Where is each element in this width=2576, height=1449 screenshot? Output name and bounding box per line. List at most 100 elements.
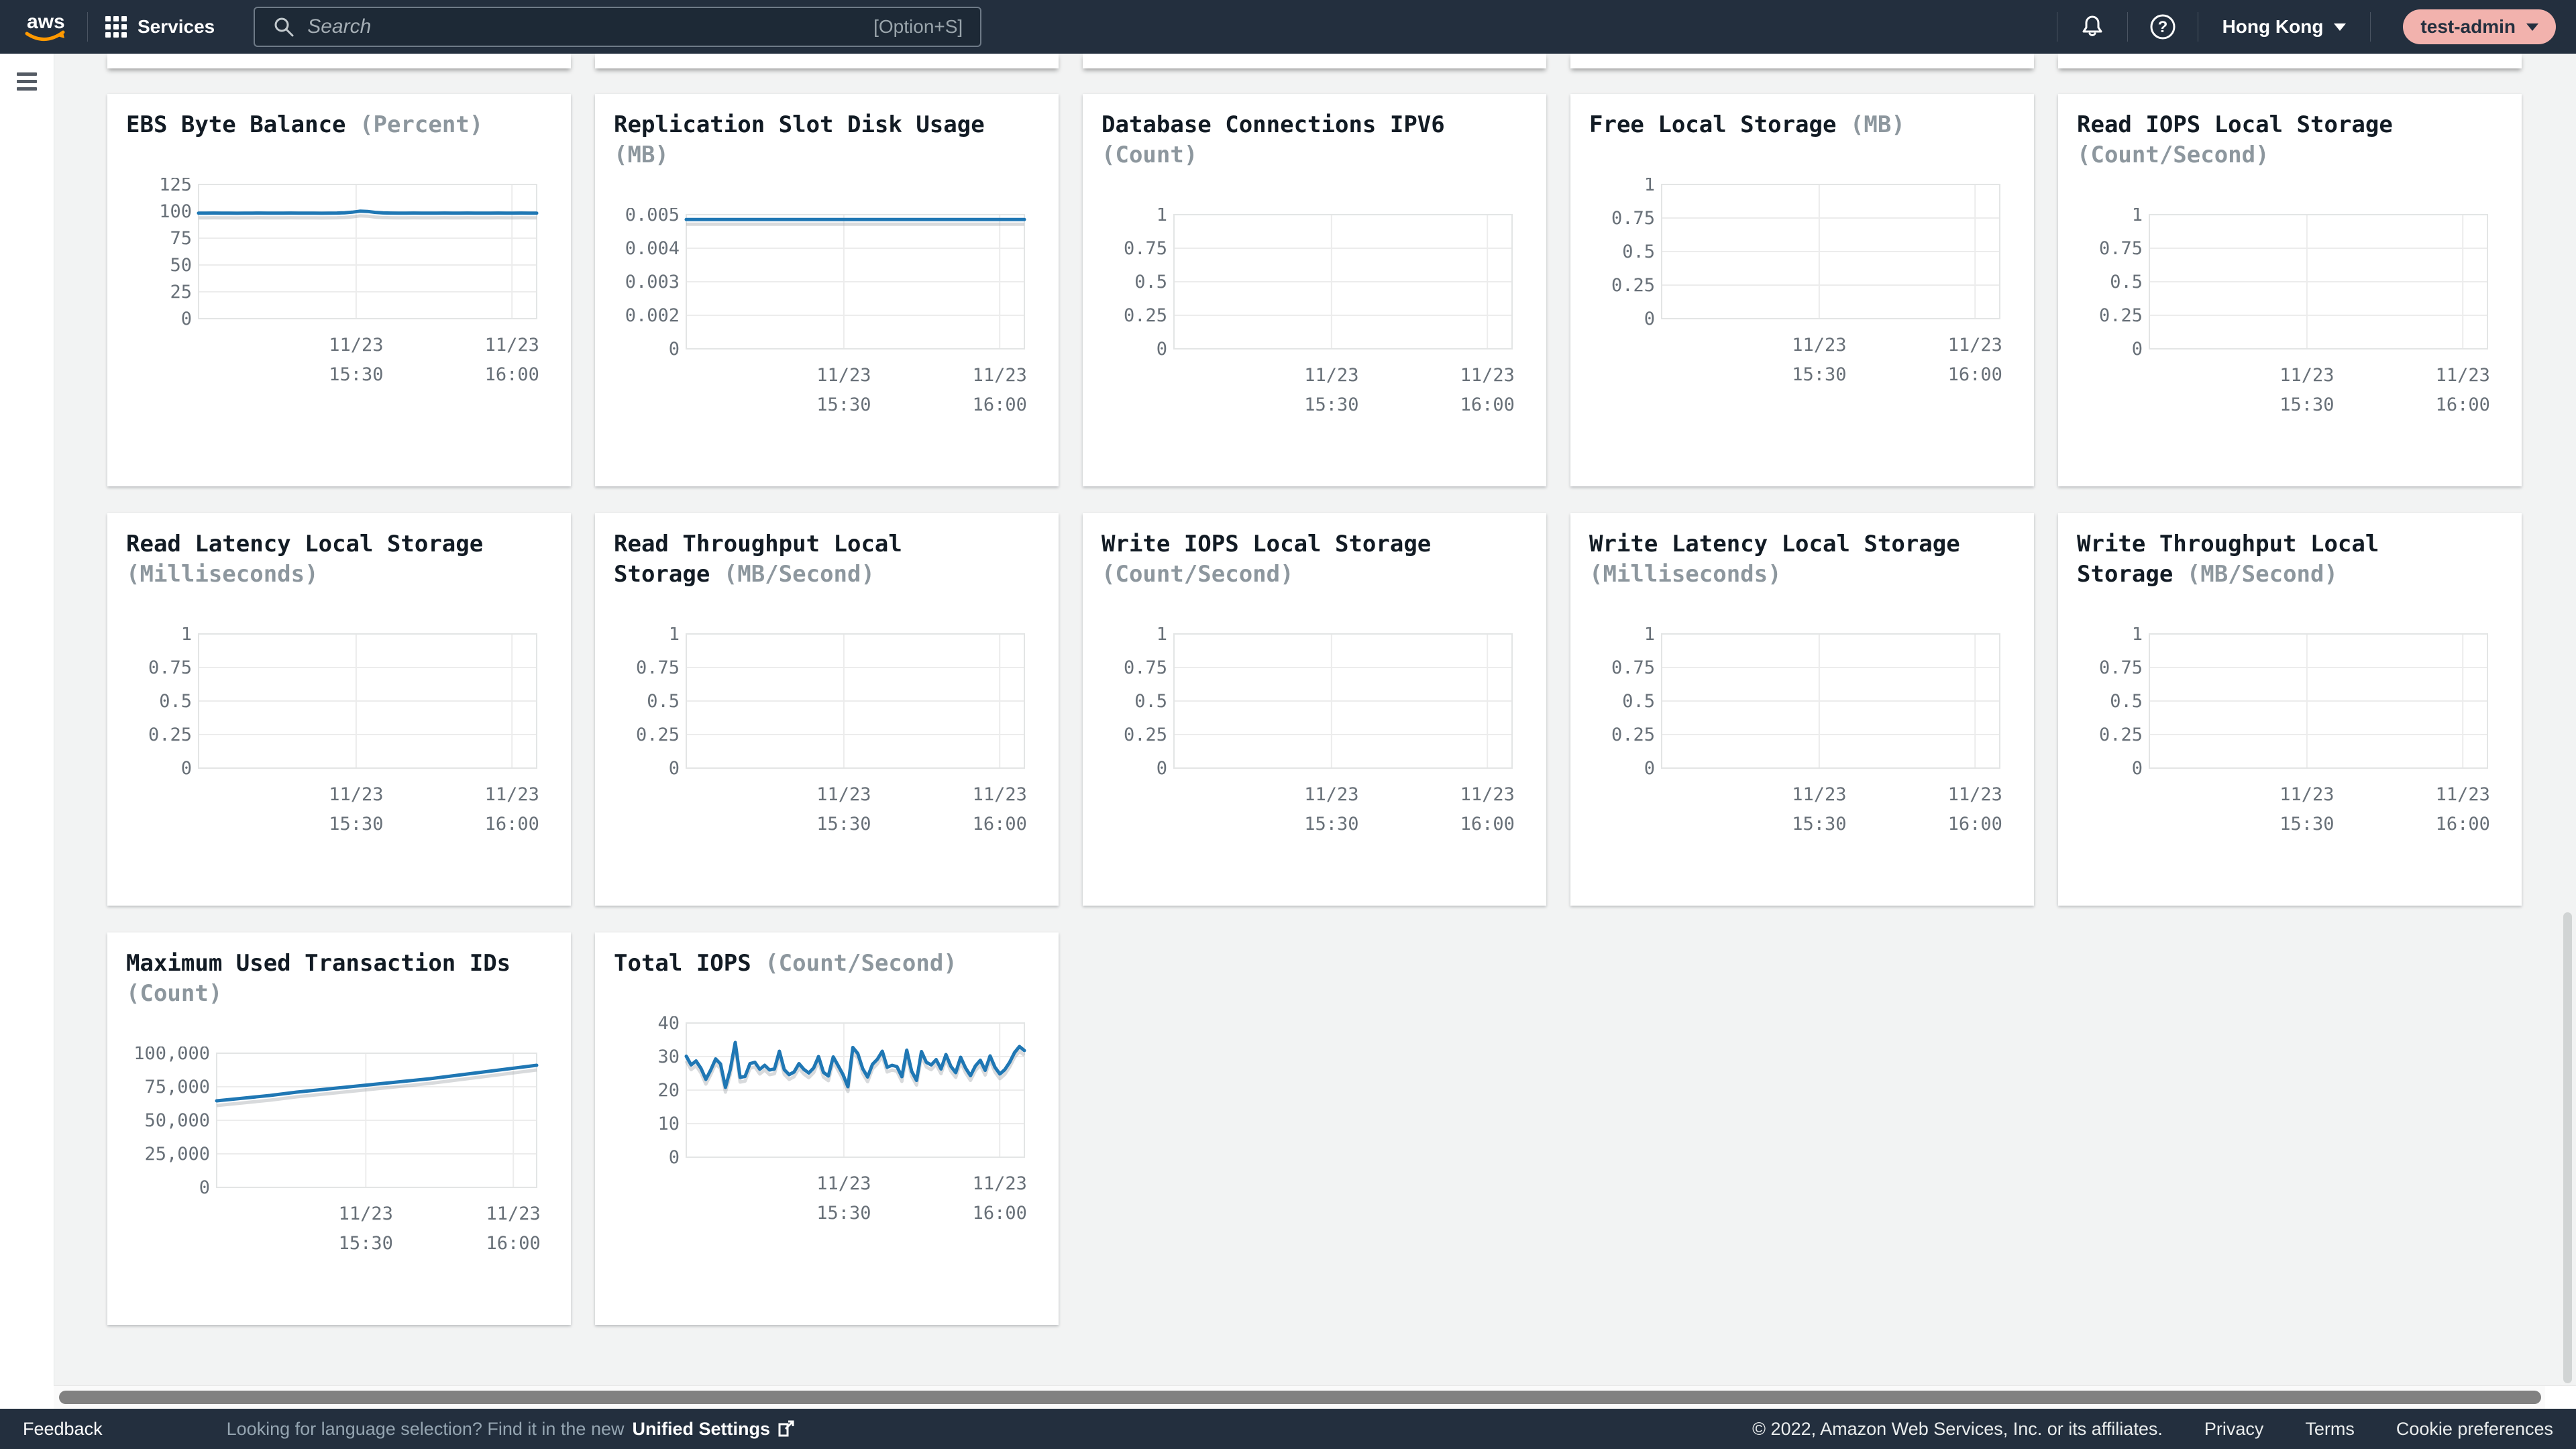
help-button[interactable]: ? (2145, 9, 2180, 44)
svg-text:25,000: 25,000 (144, 1144, 210, 1165)
metric-line-chart: 1 0.75 0.5 0.25 0 11/23 15:30 11/23 16:00 (2099, 208, 2490, 415)
chevron-down-icon (2334, 23, 2347, 31)
svg-text:11/23: 11/23 (1460, 365, 1515, 386)
region-selector[interactable]: Hong Kong (2222, 16, 2347, 38)
metric-chart-card[interactable]: Write IOPS Local Storage (Count/Second) … (1083, 513, 1546, 906)
svg-text:11/23: 11/23 (2436, 784, 2490, 805)
svg-text:11/23: 11/23 (1792, 784, 1846, 805)
open-menu-button[interactable] (17, 72, 37, 95)
chart-title: Read Latency Local Storage (Milliseconds… (126, 529, 515, 590)
aws-console-header: aws Services Search [Option+S] ? (0, 0, 2576, 54)
svg-text:11/23: 11/23 (1304, 365, 1358, 386)
chart-unit-text: (MB/Second) (2186, 561, 2338, 588)
aws-logo[interactable]: aws (23, 9, 70, 44)
svg-text:11/23: 11/23 (816, 365, 871, 386)
chart-title-text: EBS Byte Balance (126, 111, 346, 138)
metric-chart-card[interactable]: Write Latency Local Storage (Millisecond… (1570, 513, 2034, 906)
chart-unit-text: (Percent) (360, 111, 484, 138)
chart-title-text: Total IOPS (614, 950, 751, 977)
svg-text:11/23: 11/23 (2279, 365, 2334, 386)
metric-line-chart: 1 0.75 0.5 0.25 0 11/23 15:30 11/23 16:00 (148, 627, 539, 835)
svg-text:0.5: 0.5 (2110, 691, 2143, 712)
notifications-bell-button[interactable] (2075, 9, 2110, 44)
header-divider (87, 12, 88, 42)
chart-unit-text: (Count) (126, 980, 223, 1007)
chart-title: Free Local Storage (MB) (1589, 110, 1978, 140)
svg-text:1: 1 (1157, 208, 1167, 225)
svg-text:aws: aws (27, 11, 65, 33)
svg-text:1: 1 (1644, 178, 1655, 195)
chart-unit-text: (MB) (614, 142, 669, 168)
svg-text:0.25: 0.25 (1124, 305, 1167, 326)
chart-title: Maximum Used Transaction IDs (Count) (126, 949, 515, 1009)
services-menu-button[interactable]: Services (138, 16, 215, 37)
language-selection-notice: Looking for language selection? Find it … (226, 1418, 625, 1439)
svg-text:0: 0 (1644, 309, 1655, 329)
cookie-preferences-link[interactable]: Cookie preferences (2396, 1418, 2553, 1439)
svg-text:0.75: 0.75 (1611, 208, 1655, 229)
metric-chart-card[interactable]: Total IOPS (Count/Second) 40 30 20 10 0 11/23… (595, 932, 1059, 1325)
chart-title: Write Latency Local Storage (Millisecond… (1589, 529, 1978, 590)
chart-title: Total IOPS (Count/Second) (614, 949, 1003, 979)
metric-chart-card[interactable]: Read Throughput Local Storage (MB/Second… (595, 513, 1059, 906)
privacy-link[interactable]: Privacy (2204, 1418, 2264, 1439)
horizontal-scrollbar-track[interactable] (54, 1385, 2576, 1409)
svg-text:75,000: 75,000 (144, 1077, 210, 1097)
metric-line-chart: 125 100 75 50 25 0 11/23 15:30 11/23 16:00 (159, 178, 539, 385)
svg-text:100: 100 (159, 201, 192, 222)
metric-chart-card[interactable]: EBS Byte Balance (Percent) 125 100 75 50 25 0… (107, 94, 571, 486)
search-placeholder: Search (307, 15, 372, 38)
svg-text:1: 1 (2132, 208, 2143, 225)
metric-chart-card[interactable]: Read Latency Local Storage (Milliseconds… (107, 513, 571, 906)
chart-unit-text: (Milliseconds) (1589, 561, 1782, 588)
console-footer: Feedback Looking for language selection?… (0, 1409, 2576, 1449)
metric-chart-card[interactable]: Read IOPS Local Storage (Count/Second) 1… (2058, 94, 2522, 486)
metric-chart-card[interactable]: Database Connections IPV6 (Count) 1 0.75 0… (1083, 94, 1546, 486)
svg-text:16:00: 16:00 (1460, 394, 1515, 415)
svg-text:1: 1 (1157, 627, 1167, 645)
svg-text:0: 0 (1157, 339, 1167, 360)
metric-chart-card[interactable]: Free Local Storage (MB) 1 0.75 0.5 0.25 0 11/… (1570, 94, 2034, 486)
chart-card-partial (1570, 54, 2034, 68)
svg-text:0.75: 0.75 (1124, 657, 1167, 678)
services-grid-icon[interactable] (105, 16, 127, 38)
chart-card-partial (595, 54, 1059, 68)
svg-text:1: 1 (2132, 627, 2143, 645)
chart-title: Read Throughput Local Storage (MB/Second… (614, 529, 1003, 590)
metrics-card-grid: EBS Byte Balance (Percent) 125 100 75 50 25 0… (107, 94, 2522, 1325)
search-icon (274, 17, 294, 37)
unified-settings-link[interactable]: Unified Settings (632, 1419, 796, 1440)
metric-chart-card[interactable]: Write Throughput Local Storage (MB/Secon… (2058, 513, 2522, 906)
svg-text:11/23: 11/23 (339, 1203, 393, 1224)
chart-title-text: Database Connections IPV6 (1102, 111, 1445, 138)
svg-text:?: ? (2157, 18, 2167, 36)
svg-text:0.004: 0.004 (625, 238, 680, 259)
chart-unit-text: (Count/Second) (1102, 561, 1294, 588)
svg-text:15:30: 15:30 (329, 364, 383, 385)
metric-line-chart: 100,000 75,000 50,000 25,000 0 11/23 15:30 11/2… (133, 1046, 541, 1254)
vertical-scrollbar-thumb[interactable] (2563, 912, 2572, 1383)
chart-title-text: Write Latency Local Storage (1589, 531, 1960, 557)
header-divider (2370, 12, 2371, 42)
metric-chart-card[interactable]: Replication Slot Disk Usage (MB) 0.005 0.… (595, 94, 1059, 486)
feedback-link[interactable]: Feedback (23, 1418, 103, 1439)
global-search-input[interactable]: Search [Option+S] (254, 7, 982, 47)
svg-text:11/23: 11/23 (329, 335, 383, 356)
hamburger-icon (17, 80, 37, 83)
svg-text:11/23: 11/23 (2436, 365, 2490, 386)
horizontal-scrollbar-thumb[interactable] (59, 1391, 2541, 1404)
svg-text:15:30: 15:30 (1792, 814, 1846, 835)
terms-link[interactable]: Terms (2305, 1418, 2355, 1439)
svg-text:0.25: 0.25 (636, 724, 680, 745)
svg-text:25: 25 (170, 282, 192, 303)
svg-text:15:30: 15:30 (1304, 394, 1358, 415)
svg-text:75: 75 (170, 228, 192, 249)
svg-text:0.5: 0.5 (2110, 272, 2143, 292)
svg-text:11/23: 11/23 (816, 1173, 871, 1194)
metric-line-chart: 1 0.75 0.5 0.25 0 11/23 15:30 11/23 16:00 (1124, 208, 1515, 415)
copyright-text: © 2022, Amazon Web Services, Inc. or its… (1752, 1418, 2163, 1439)
search-shortcut-hint: [Option+S] (873, 16, 963, 37)
metric-chart-card[interactable]: Maximum Used Transaction IDs (Count) 100… (107, 932, 571, 1325)
account-menu[interactable]: test-admin (2403, 9, 2556, 44)
chart-title-text: Read Latency Local Storage (126, 531, 484, 557)
